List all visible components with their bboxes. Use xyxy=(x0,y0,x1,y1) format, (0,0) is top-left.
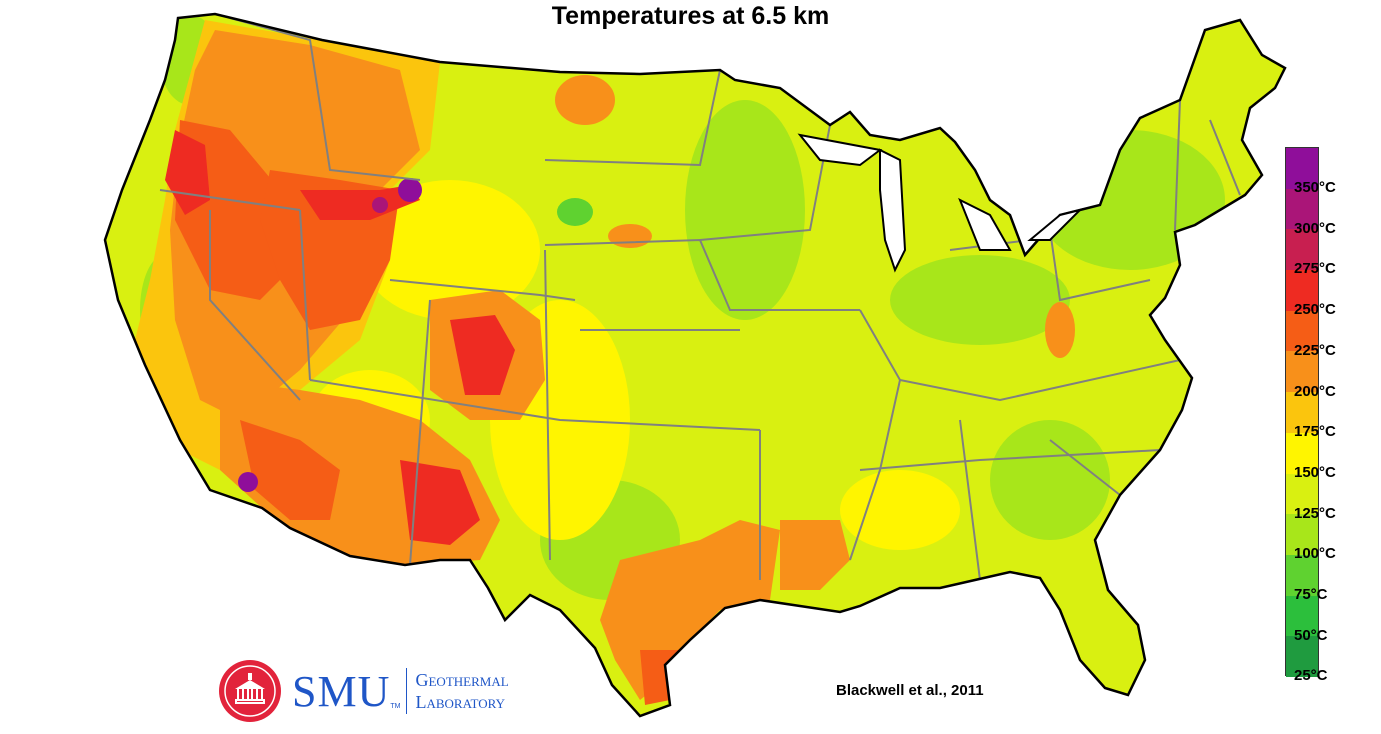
legend-tick-label: 300°C xyxy=(1294,219,1336,237)
legend-tick-label: 225°C xyxy=(1294,341,1336,359)
legend-swatch xyxy=(1286,148,1318,189)
trademark-mark: TM xyxy=(390,703,401,710)
legend-tick-label: 50°C xyxy=(1294,626,1328,644)
lab-name-line1: Geothermal xyxy=(415,670,509,690)
legend-tick-label: 200°C xyxy=(1294,382,1336,400)
logo-divider xyxy=(406,668,408,714)
legend-swatch xyxy=(1286,432,1318,474)
lab-name-line2: Laboratory xyxy=(415,692,505,712)
map-title: Temperatures at 6.5 km xyxy=(551,2,830,30)
legend-swatch xyxy=(1286,270,1318,311)
legend-swatch xyxy=(1286,554,1318,596)
legend-swatch xyxy=(1286,188,1318,230)
legend-swatch xyxy=(1286,595,1318,637)
lab-name: Geothermal Laboratory xyxy=(415,669,508,713)
legend-swatch xyxy=(1286,351,1318,393)
legend-tick-label: 75°C xyxy=(1294,586,1328,603)
legend-swatch xyxy=(1286,229,1318,271)
legend-swatch xyxy=(1286,392,1318,433)
legend-tick-label: 350°C xyxy=(1294,179,1336,196)
color-scale-legend xyxy=(1285,147,1319,677)
legend-tick-label: 125°C xyxy=(1294,504,1336,522)
legend-tick-label: 150°C xyxy=(1294,463,1336,481)
citation-text: Blackwell et al., 2011 xyxy=(836,682,984,699)
smu-seal-icon xyxy=(219,660,281,722)
legend-tick-label: 175°C xyxy=(1294,423,1336,441)
legend-tick-label: 25°C xyxy=(1294,667,1328,685)
smu-wordmark: SMU xyxy=(292,666,391,716)
legend-swatch xyxy=(1286,514,1318,555)
legend-tick-label: 275°C xyxy=(1294,260,1336,278)
legend-tick-label: 100°C xyxy=(1294,545,1336,563)
legend-swatch xyxy=(1286,473,1318,515)
smu-logo: SMU TM Geothermal Laboratory xyxy=(218,656,509,726)
legend-tick-label: 250°C xyxy=(1294,301,1336,319)
legend-swatch xyxy=(1286,636,1318,677)
legend-swatch xyxy=(1286,310,1318,352)
